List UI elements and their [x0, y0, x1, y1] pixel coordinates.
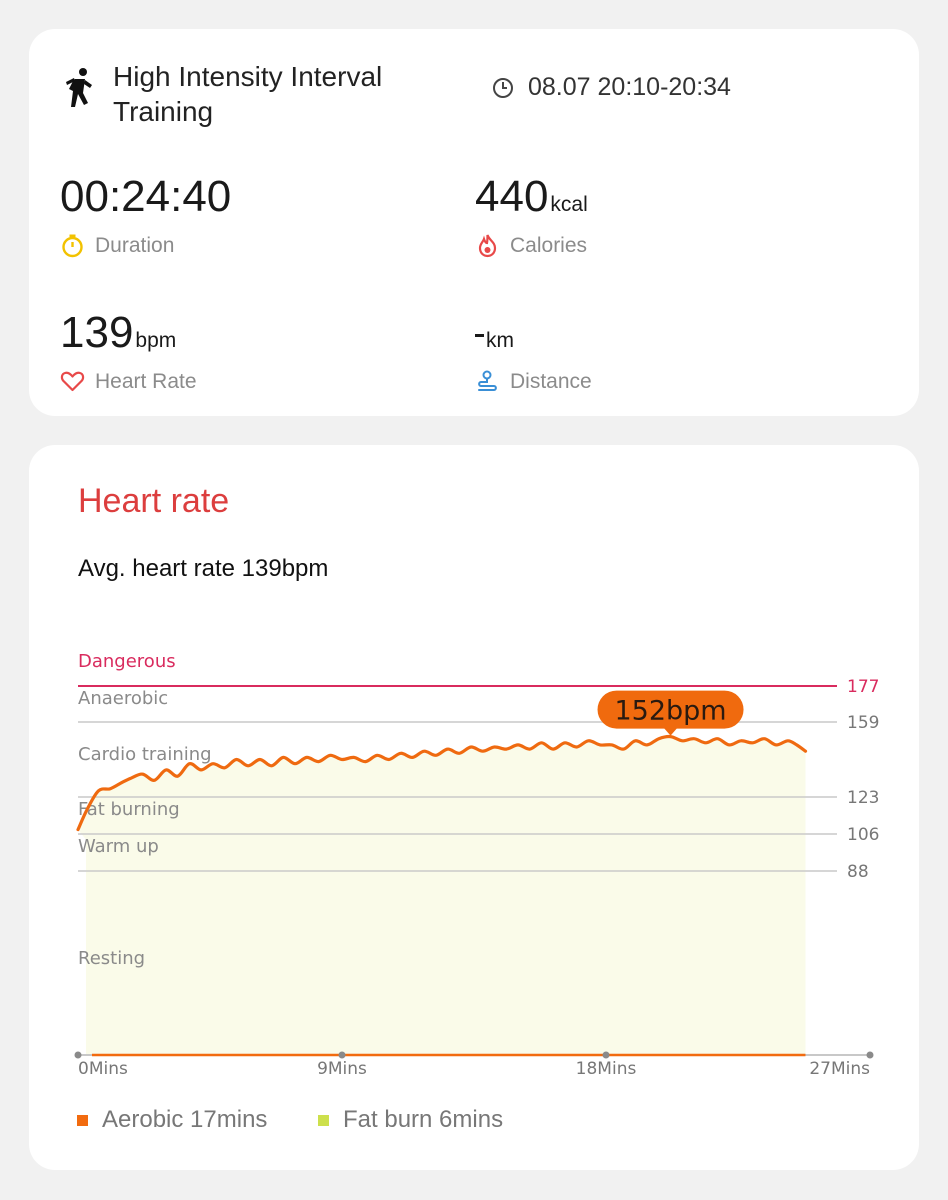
duration-value: 00:24:40 [60, 172, 232, 221]
legend-fat-burn-label: Fat burn 6mins [343, 1106, 504, 1133]
x-tick-dot-3 [866, 1051, 874, 1059]
running-person-icon [66, 68, 92, 107]
legend-aerobic-swatch [77, 1114, 88, 1126]
zone-label-dangerous: Dangerous [78, 651, 176, 672]
calories-metric: 440kcal Calories [475, 175, 588, 258]
zone-label-cardio-training: Cardio training [78, 744, 212, 765]
zone-label-resting: Resting [78, 948, 145, 969]
duration-label: Duration [95, 233, 175, 257]
legend-fat-burn: Fat burn 6mins [318, 1106, 503, 1134]
x-tick-label-1: 9Mins [317, 1059, 367, 1079]
zone-label-anaerobic: Anaerobic [78, 688, 168, 709]
distance-metric: km Distance [475, 311, 592, 394]
heart-icon [60, 371, 85, 392]
zone-label-warm-up: Warm up [78, 836, 159, 857]
heart-rate-label: Heart Rate [95, 369, 197, 393]
zone-threshold-dangerous: 177 [847, 677, 879, 697]
distance-label: Distance [510, 369, 592, 393]
max-heart-rate-callout-text: 152bpm [614, 696, 726, 727]
zone-threshold-anaerobic: 159 [847, 713, 879, 733]
chart-area-fill [78, 736, 806, 1055]
average-heart-rate: Avg. heart rate 139bpm [78, 555, 329, 582]
legend-aerobic: Aerobic 17mins [77, 1106, 267, 1134]
legend-aerobic-label: Aerobic 17mins [102, 1106, 268, 1133]
x-tick-dot-2 [602, 1051, 610, 1059]
workout-title: High Intensity Interval Training [113, 61, 383, 127]
heart-rate-value: 139 [60, 308, 134, 357]
clock-icon [493, 77, 513, 98]
x-tick-label-3: 27Mins [809, 1059, 870, 1079]
duration-metric: 00:24:40 Duration [60, 175, 231, 258]
summary-card: High Intensity Interval Training 08.07 2… [29, 29, 919, 416]
x-tick-label-2: 18Mins [576, 1059, 637, 1079]
calories-label: Calories [510, 233, 588, 257]
zone-threshold-cardio-training: 123 [847, 788, 879, 808]
distance-empty-dash [475, 334, 484, 338]
max-heart-rate-bubble [597, 690, 744, 729]
heart-rate-metric: 139bpm Heart Rate [60, 311, 197, 394]
distance-unit: km [486, 329, 514, 352]
stopwatch-icon [62, 234, 83, 258]
heart-rate-series-line [76, 734, 808, 832]
x-tick-label-0: 0Mins [78, 1059, 128, 1079]
calories-value: 440 [475, 172, 549, 221]
time-range-text: 08.07 20:10-20:34 [528, 73, 731, 101]
route-icon [478, 370, 497, 391]
time-range: 08.07 20:10-20:34 [492, 73, 731, 102]
zone-label-fat-burning: Fat burning [78, 799, 180, 820]
heart-rate-card: Heart rate Avg. heart rate 139bpm 177 Dan… [29, 445, 919, 1170]
zone-threshold-warm-up: 88 [847, 862, 869, 882]
calories-unit: kcal [550, 193, 588, 216]
workout-header: High Intensity Interval Training [61, 59, 433, 129]
zone-threshold-fat-burning: 106 [847, 825, 879, 845]
heart-rate-unit: bpm [135, 329, 177, 352]
x-tick-dot-0 [74, 1051, 82, 1059]
legend-fat-burn-swatch [318, 1114, 329, 1126]
max-heart-rate-pointer [663, 727, 678, 736]
x-tick-dot-1 [338, 1051, 346, 1059]
flame-icon [478, 234, 497, 258]
heart-rate-title: Heart rate [78, 482, 230, 520]
heart-rate-chart: 177 Dangerous 159 Anaerobic 123 Cardio traini… [74, 651, 879, 1079]
